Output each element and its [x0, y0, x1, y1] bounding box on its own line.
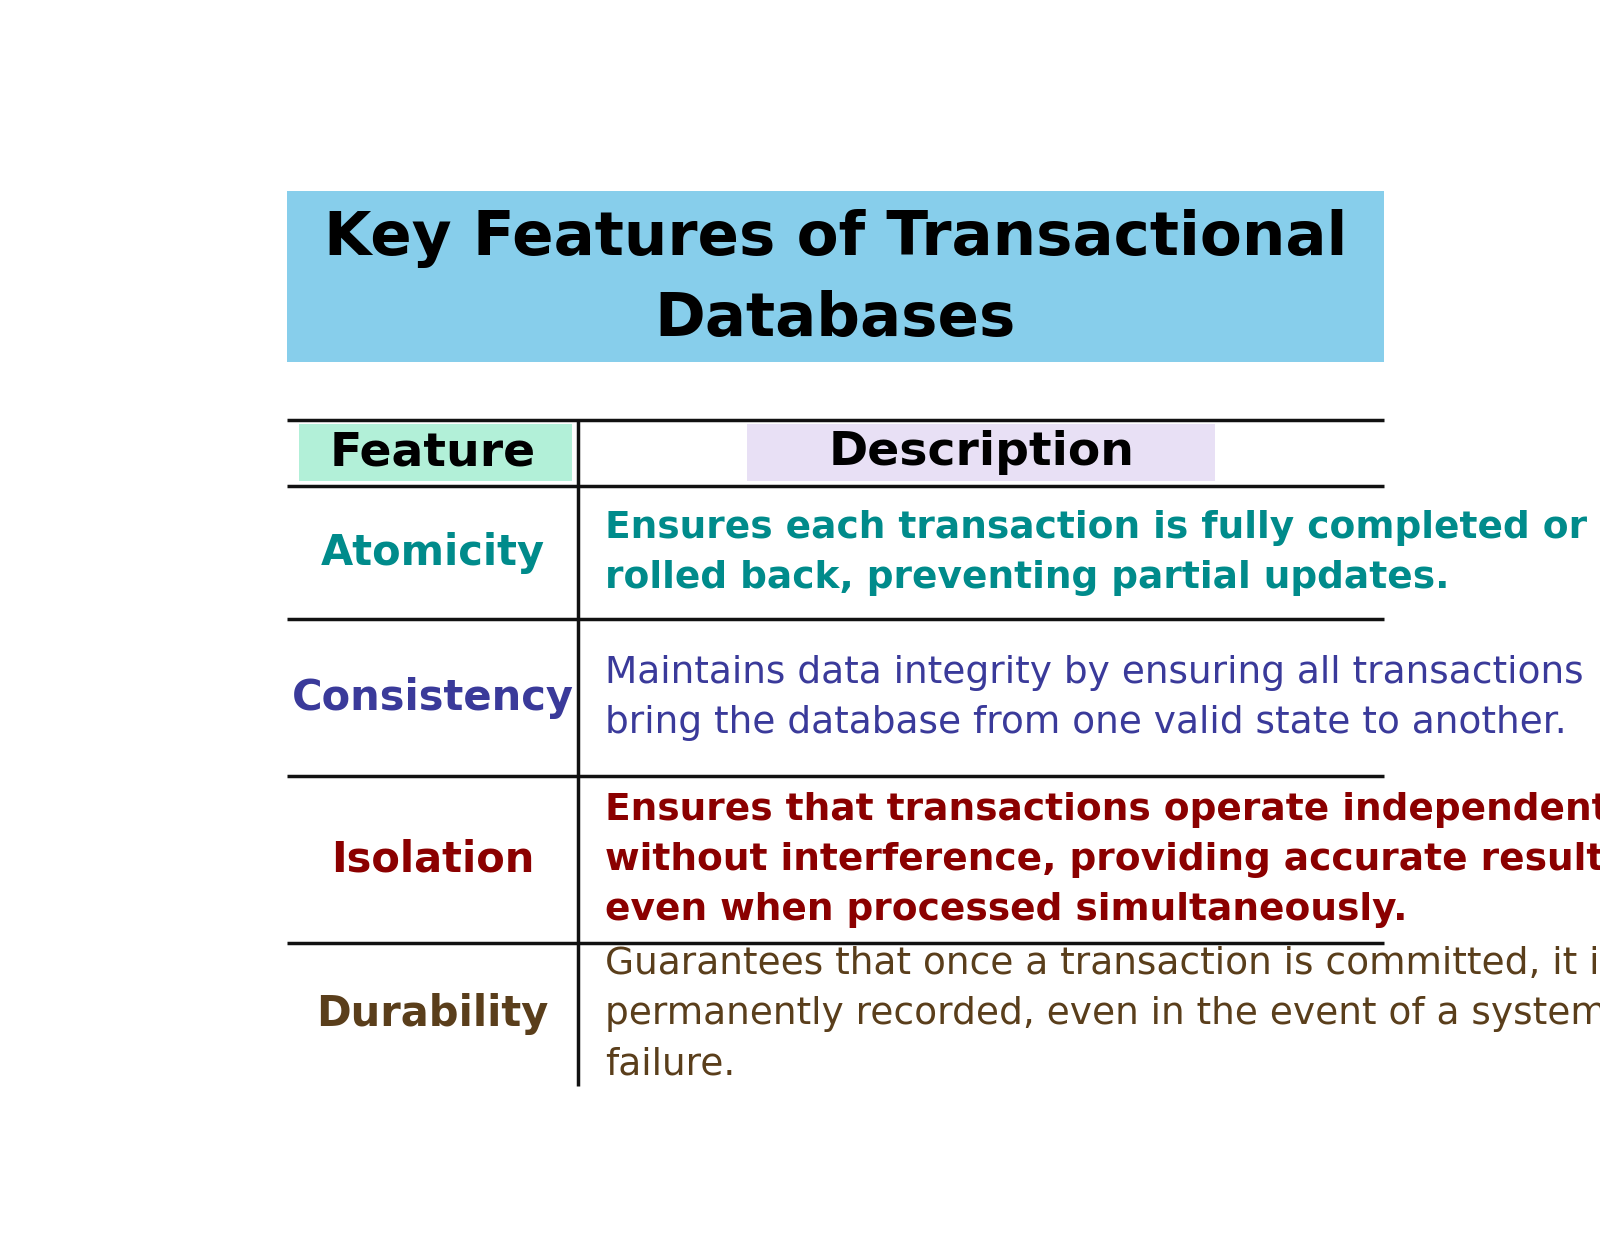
FancyBboxPatch shape [286, 192, 1384, 362]
Text: Key Features of Transactional: Key Features of Transactional [323, 209, 1347, 268]
FancyBboxPatch shape [299, 424, 573, 481]
Text: Consistency: Consistency [291, 677, 573, 719]
Text: Isolation: Isolation [331, 839, 534, 881]
Text: Atomicity: Atomicity [320, 531, 544, 574]
Text: Durability: Durability [317, 994, 549, 1036]
Text: Databases: Databases [654, 290, 1016, 349]
Text: Ensures each transaction is fully completed or fully
rolled back, preventing par: Ensures each transaction is fully comple… [605, 509, 1600, 596]
FancyBboxPatch shape [747, 424, 1214, 481]
Text: Guarantees that once a transaction is committed, it is
permanently recorded, eve: Guarantees that once a transaction is co… [605, 947, 1600, 1083]
Text: Description: Description [829, 430, 1134, 476]
Text: Maintains data integrity by ensuring all transactions
bring the database from on: Maintains data integrity by ensuring all… [605, 655, 1584, 740]
Text: Ensures that transactions operate independently
without interference, providing : Ensures that transactions operate indepe… [605, 792, 1600, 928]
Text: Feature: Feature [330, 430, 536, 476]
